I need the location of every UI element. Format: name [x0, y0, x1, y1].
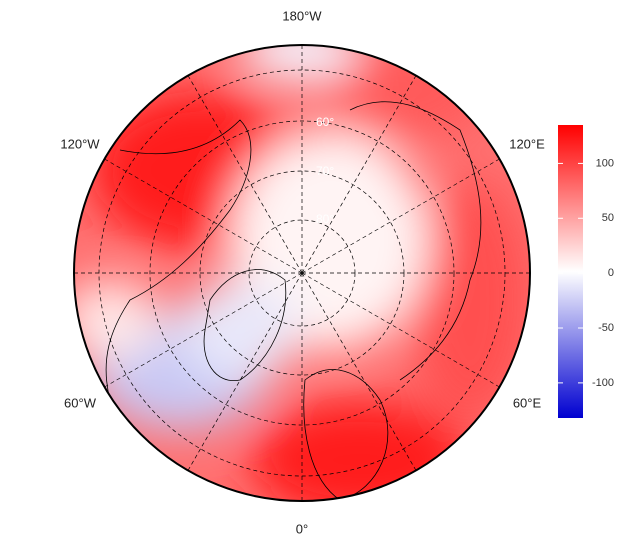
meridian	[301, 272, 500, 388]
colorbar-tick-label: -50	[598, 322, 614, 334]
meridian	[187, 75, 303, 274]
colorbar-tick-label: -100	[592, 377, 614, 389]
latitude-circle	[149, 120, 455, 426]
map-border	[73, 44, 531, 502]
longitude-label: 120°W	[60, 136, 100, 151]
longitude-label: 120°E	[509, 136, 545, 151]
latitude-label: 60°	[316, 115, 334, 129]
meridian	[187, 272, 303, 471]
latitude-label: 70°	[316, 164, 334, 178]
longitude-label: 60°E	[513, 395, 542, 410]
colorbar-tick-label: 50	[602, 212, 614, 224]
longitude-label: 180°W	[282, 8, 322, 23]
graticule	[74, 45, 530, 501]
latitude-label: 80°	[316, 212, 334, 226]
meridian	[301, 75, 417, 274]
colorbar	[558, 125, 583, 418]
meridian	[301, 272, 417, 471]
colorbar-tick-label: 100	[596, 157, 614, 169]
meridian	[104, 158, 303, 274]
meridian	[104, 272, 303, 388]
colorbar-tick-label: 0	[608, 267, 614, 279]
longitude-label: 0°	[296, 521, 308, 536]
meridian	[301, 158, 500, 274]
longitude-label: 60°W	[64, 395, 97, 410]
